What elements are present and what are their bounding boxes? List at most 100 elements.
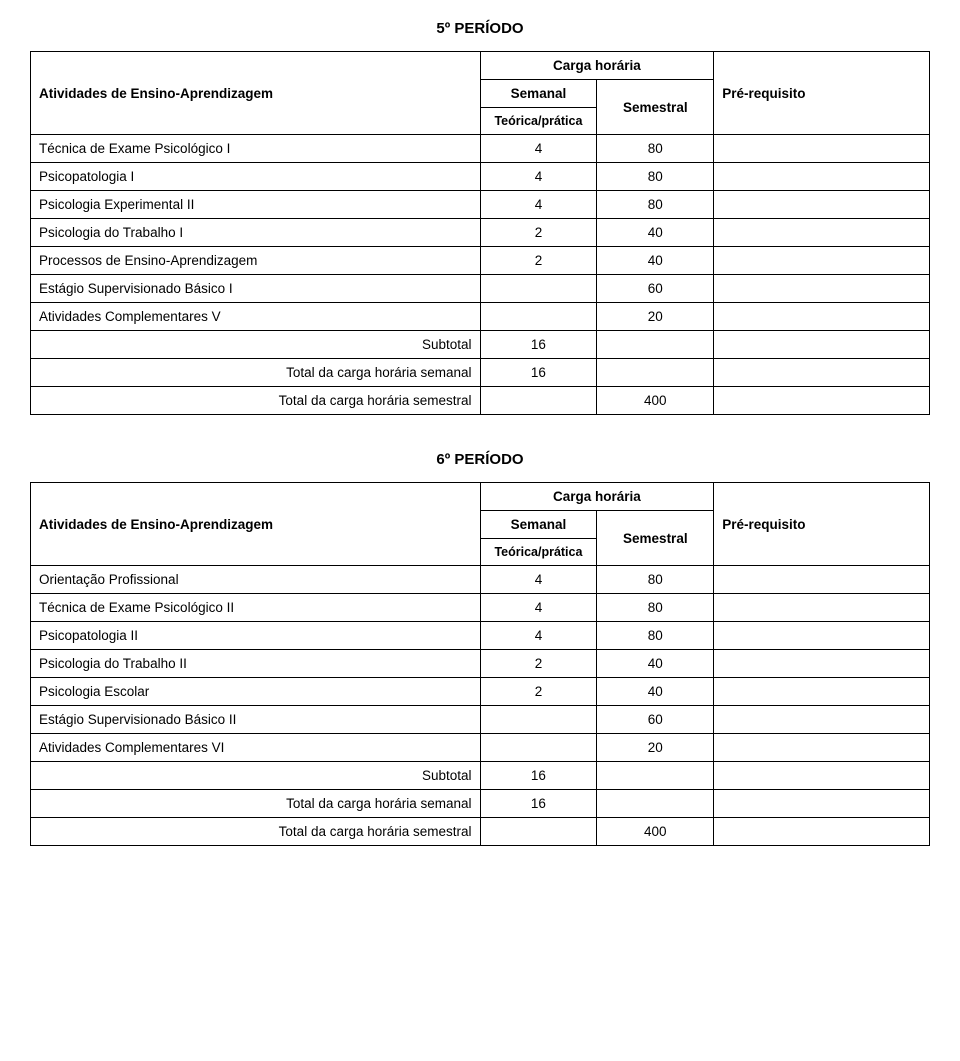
cell-semestral: 40 — [597, 247, 714, 275]
total-semestral-semanal — [480, 818, 597, 846]
cell-label: Processos de Ensino-Aprendizagem — [31, 247, 481, 275]
subtotal-semanal: 16 — [480, 331, 597, 359]
cell-semanal: 4 — [480, 135, 597, 163]
cell-semestral: 40 — [597, 678, 714, 706]
cell-semanal: 4 — [480, 163, 597, 191]
cell-label: Orientação Profissional — [31, 566, 481, 594]
cell-pre — [714, 303, 930, 331]
subtotal-semestral — [597, 762, 714, 790]
hdr-semanal: Semanal — [480, 511, 597, 539]
table-row: Psicologia Experimental II 4 80 — [31, 191, 930, 219]
cell-pre — [714, 594, 930, 622]
cell-pre — [714, 163, 930, 191]
subtotal-row: Subtotal 16 — [31, 762, 930, 790]
cell-label: Psicologia do Trabalho II — [31, 650, 481, 678]
table-row: Psicopatologia I 4 80 — [31, 163, 930, 191]
cell-semanal — [480, 303, 597, 331]
cell-pre — [714, 135, 930, 163]
table-row: Psicologia Escolar 2 40 — [31, 678, 930, 706]
subtotal-semanal: 16 — [480, 762, 597, 790]
hdr-carga-horaria: Carga horária — [480, 483, 714, 511]
cell-semestral: 20 — [597, 303, 714, 331]
cell-pre — [714, 706, 930, 734]
total-semestral-value: 400 — [597, 818, 714, 846]
cell-semanal: 4 — [480, 594, 597, 622]
hdr-semestral: Semestral — [597, 511, 714, 566]
cell-label: Psicologia do Trabalho I — [31, 219, 481, 247]
cell-pre — [714, 734, 930, 762]
total-semanal-label: Total da carga horária semanal — [31, 790, 481, 818]
cell-label: Atividades Complementares VI — [31, 734, 481, 762]
cell-pre — [714, 275, 930, 303]
subtotal-semestral — [597, 331, 714, 359]
cell-semestral: 60 — [597, 706, 714, 734]
subtotal-label: Subtotal — [31, 331, 481, 359]
cell-label: Psicologia Experimental II — [31, 191, 481, 219]
cell-label: Psicologia Escolar — [31, 678, 481, 706]
cell-pre — [714, 650, 930, 678]
hdr-carga-horaria: Carga horária — [480, 52, 714, 80]
total-semestral-semanal — [480, 387, 597, 415]
hdr-pre-requisito: Pré-requisito — [714, 52, 930, 135]
subtotal-pre — [714, 762, 930, 790]
total-semestral-label: Total da carga horária semestral — [31, 387, 481, 415]
total-semestral-pre — [714, 818, 930, 846]
subtotal-label: Subtotal — [31, 762, 481, 790]
cell-label: Estágio Supervisionado Básico I — [31, 275, 481, 303]
cell-semanal: 2 — [480, 247, 597, 275]
cell-semestral: 80 — [597, 191, 714, 219]
hdr-semanal: Semanal — [480, 80, 597, 108]
table-row: Estágio Supervisionado Básico II 60 — [31, 706, 930, 734]
cell-semanal: 4 — [480, 566, 597, 594]
cell-semestral: 80 — [597, 135, 714, 163]
cell-semanal: 2 — [480, 650, 597, 678]
periodo6-table: Atividades de Ensino-Aprendizagem Carga … — [30, 482, 930, 846]
cell-semestral: 40 — [597, 650, 714, 678]
cell-label: Técnica de Exame Psicológico II — [31, 594, 481, 622]
total-semanal-semestral — [597, 790, 714, 818]
table-row: Atividades Complementares V 20 — [31, 303, 930, 331]
cell-semanal — [480, 275, 597, 303]
cell-semestral: 80 — [597, 163, 714, 191]
cell-pre — [714, 247, 930, 275]
subtotal-pre — [714, 331, 930, 359]
cell-semestral: 20 — [597, 734, 714, 762]
hdr-activities: Atividades de Ensino-Aprendizagem — [31, 483, 481, 566]
cell-semanal: 2 — [480, 219, 597, 247]
hdr-pre-requisito: Pré-requisito — [714, 483, 930, 566]
cell-pre — [714, 566, 930, 594]
cell-pre — [714, 622, 930, 650]
hdr-activities: Atividades de Ensino-Aprendizagem — [31, 52, 481, 135]
table-row: Psicologia do Trabalho II 2 40 — [31, 650, 930, 678]
cell-pre — [714, 191, 930, 219]
cell-semestral: 40 — [597, 219, 714, 247]
cell-semanal — [480, 734, 597, 762]
table-row: Orientação Profissional 4 80 — [31, 566, 930, 594]
total-semanal-semestral — [597, 359, 714, 387]
periodo5-table: Atividades de Ensino-Aprendizagem Carga … — [30, 51, 930, 415]
total-semestral-row: Total da carga horária semestral 400 — [31, 818, 930, 846]
total-semanal-value: 16 — [480, 359, 597, 387]
table-row: Técnica de Exame Psicológico I 4 80 — [31, 135, 930, 163]
subtotal-row: Subtotal 16 — [31, 331, 930, 359]
cell-semestral: 80 — [597, 566, 714, 594]
periodo5-title: 5º PERÍODO — [30, 20, 930, 37]
cell-label: Atividades Complementares V — [31, 303, 481, 331]
cell-semanal: 2 — [480, 678, 597, 706]
cell-pre — [714, 678, 930, 706]
total-semestral-value: 400 — [597, 387, 714, 415]
cell-pre — [714, 219, 930, 247]
total-semanal-pre — [714, 359, 930, 387]
total-semestral-pre — [714, 387, 930, 415]
cell-semestral: 60 — [597, 275, 714, 303]
cell-label: Psicopatologia II — [31, 622, 481, 650]
table-row: Técnica de Exame Psicológico II 4 80 — [31, 594, 930, 622]
table-row: Atividades Complementares VI 20 — [31, 734, 930, 762]
hdr-teorica-pratica: Teórica/prática — [480, 108, 597, 135]
cell-semanal: 4 — [480, 191, 597, 219]
hdr-semestral: Semestral — [597, 80, 714, 135]
total-semestral-label: Total da carga horária semestral — [31, 818, 481, 846]
table-row: Processos de Ensino-Aprendizagem 2 40 — [31, 247, 930, 275]
total-semanal-label: Total da carga horária semanal — [31, 359, 481, 387]
total-semanal-row: Total da carga horária semanal 16 — [31, 790, 930, 818]
